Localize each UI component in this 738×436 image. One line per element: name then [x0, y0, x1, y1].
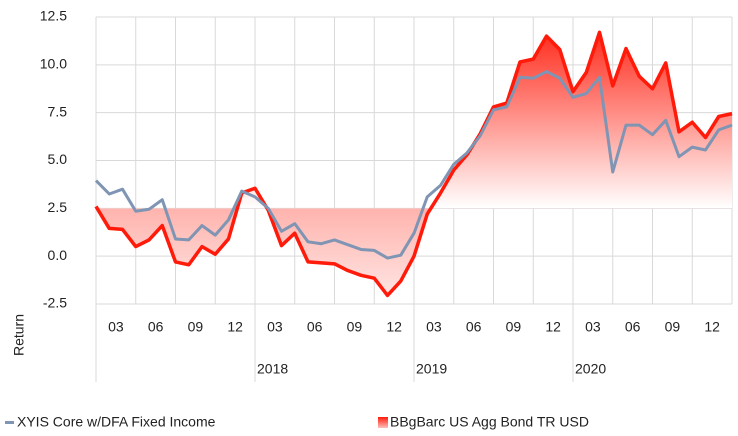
legend-swatch: [378, 417, 388, 428]
y-tick-label: 0.0: [48, 247, 68, 263]
x-tick-label: 06: [625, 319, 641, 335]
x-tick-label: 09: [506, 319, 522, 335]
x-tick-label: 03: [108, 319, 124, 335]
x-tick-label: 09: [665, 319, 681, 335]
line: [94, 70, 733, 260]
y-axis-label: Return: [11, 314, 27, 356]
year-label: 2018: [257, 361, 288, 377]
x-tick-label: 03: [426, 319, 442, 335]
x-tick-label: 12: [545, 319, 561, 335]
y-tick-label: -2.5: [43, 295, 67, 311]
x-tick-label: 06: [307, 319, 323, 335]
y-tick-label: 5.0: [48, 151, 68, 167]
area-fill-positive: [96, 32, 732, 209]
year-label: 2020: [575, 361, 606, 377]
y-tick-label: 2.5: [48, 199, 68, 215]
y-tick-label: 10.0: [40, 56, 67, 72]
x-tick-label: 06: [466, 319, 482, 335]
legend-label: XYIS Core w/DFA Fixed Income: [17, 414, 216, 430]
x-tick-label: 09: [347, 319, 363, 335]
x-tick-label: 06: [148, 319, 164, 335]
area-line: [94, 30, 733, 298]
year-label: 2019: [416, 361, 447, 377]
x-tick-label: 03: [585, 319, 601, 335]
area-group: [96, 32, 732, 296]
x-tick-label: 12: [386, 319, 402, 335]
x-tick-label: 03: [267, 319, 283, 335]
legend-label: BBgBarc US Agg Bond TR USD: [390, 414, 589, 430]
legend-swatch: [5, 421, 14, 424]
x-tick-label: 09: [188, 319, 204, 335]
x-tick-label: 12: [704, 319, 720, 335]
y-tick-label: 12.5: [40, 8, 67, 24]
y-tick-label: 7.5: [48, 103, 68, 119]
x-tick-label: 12: [227, 319, 243, 335]
area-fill-negative: [97, 208, 431, 296]
